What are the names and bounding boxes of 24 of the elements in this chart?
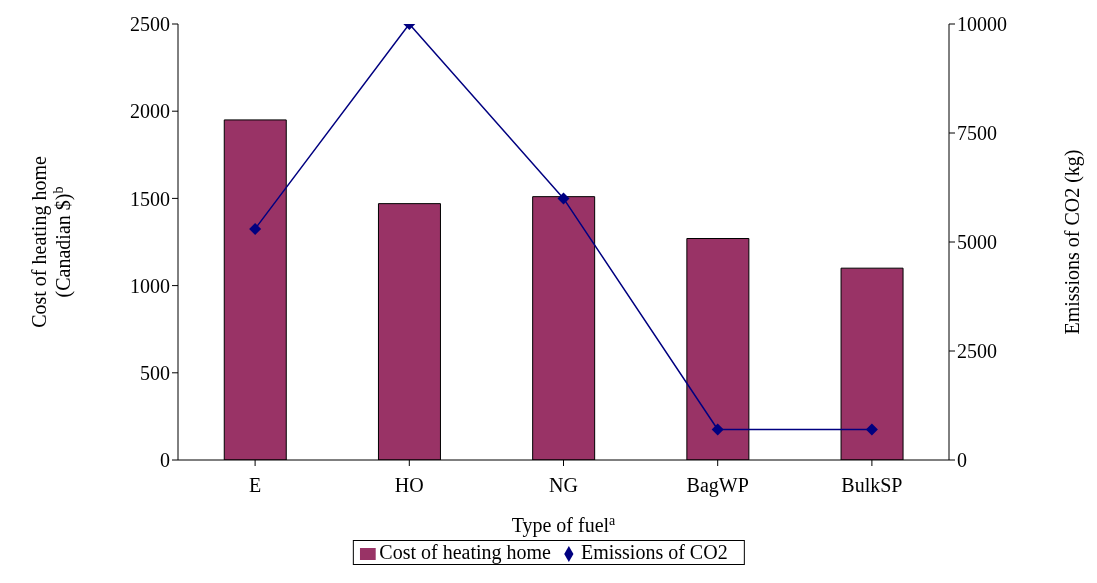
y2-tick-label: 5000 [957, 231, 997, 254]
y-tick-label: 1000 [130, 274, 170, 297]
y2-tick-label: 10000 [957, 13, 1007, 36]
y2-tick-label: 7500 [957, 122, 997, 145]
point [249, 222, 262, 235]
y-tick-label: 2500 [130, 13, 170, 36]
y-tick-label: 1500 [130, 187, 170, 210]
point [711, 423, 724, 436]
y-tick-label: 2000 [130, 100, 170, 123]
point [865, 423, 878, 436]
legend-label: Cost of heating home [379, 541, 551, 563]
x-tick-label: E [248, 474, 262, 497]
y2-axis-title: Emissions of CO2 (kg) [1061, 149, 1084, 335]
y2-tick-label: 2500 [957, 340, 997, 363]
x-axis-title: Type of fuel$^{a}$ [511, 512, 617, 537]
y-tick-label: 0 [160, 449, 170, 472]
point [557, 192, 570, 205]
legend-label: Emissions of CO2 [580, 541, 728, 563]
x-tick-label: HO [394, 474, 424, 497]
x-tick-label: BagWP [686, 474, 749, 498]
x-tick-label: NG [549, 474, 578, 497]
x-tick-label: BulkSP [841, 474, 903, 497]
y2-tick-label: 0 [957, 449, 967, 472]
y-tick-label: 500 [140, 361, 170, 384]
